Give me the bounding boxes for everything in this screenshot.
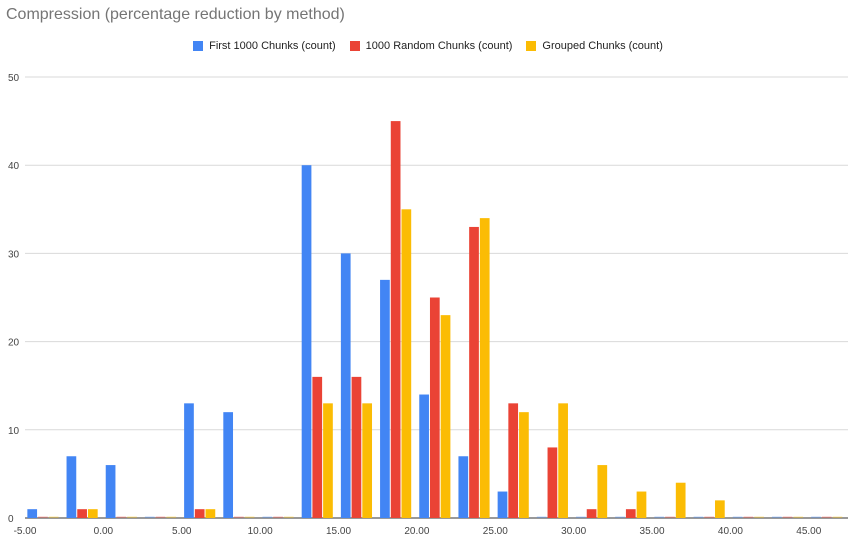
x-tick-label: 5.00 <box>172 526 192 537</box>
bar <box>144 516 155 518</box>
bar <box>205 509 216 518</box>
bar <box>743 516 754 518</box>
bar <box>547 447 558 518</box>
y-tick-label: 20 <box>8 338 20 349</box>
legend[interactable]: First 1000 Chunks (count) 1000 Random Ch… <box>0 40 856 52</box>
chart-title: Compression (percentage reduction by met… <box>6 6 345 23</box>
bar <box>262 516 273 518</box>
bar <box>519 412 529 518</box>
bar <box>558 403 568 518</box>
bar <box>244 516 255 518</box>
bar <box>38 516 48 518</box>
bar <box>234 516 244 518</box>
bar <box>771 516 782 518</box>
bar <box>166 516 177 518</box>
bar <box>223 412 234 518</box>
bar <box>693 516 704 518</box>
bar <box>576 516 586 518</box>
bar <box>401 209 412 519</box>
bar <box>283 516 294 518</box>
bar <box>340 253 351 518</box>
bar <box>155 516 166 518</box>
x-tick-label: -5.00 <box>14 526 37 537</box>
bar <box>105 465 116 518</box>
bar <box>351 376 362 518</box>
bar <box>380 279 390 518</box>
bar <box>87 509 98 518</box>
x-tick-label: 45.00 <box>796 526 821 537</box>
bar <box>323 403 333 518</box>
bar <box>754 516 764 518</box>
y-tick-label: 10 <box>8 426 20 437</box>
bar <box>625 509 636 518</box>
bar <box>362 403 373 518</box>
bar <box>586 509 597 518</box>
bar <box>419 394 429 518</box>
bar <box>782 516 793 518</box>
bar <box>116 516 127 518</box>
bar <box>458 456 469 518</box>
y-tick-label: 0 <box>8 514 14 525</box>
bar <box>390 121 401 518</box>
bar <box>715 500 725 518</box>
bar <box>429 297 440 518</box>
y-tick-label: 50 <box>8 73 20 84</box>
bar <box>615 516 625 518</box>
bar <box>66 456 77 518</box>
legend-item-first-1000[interactable]: First 1000 Chunks (count) <box>193 40 336 52</box>
bar <box>440 315 451 518</box>
legend-label: Grouped Chunks (count) <box>542 40 663 52</box>
legend-swatch-blue <box>193 41 204 51</box>
bar <box>536 516 547 518</box>
legend-label: First 1000 Chunks (count) <box>209 40 336 52</box>
bar <box>675 482 686 518</box>
bar <box>301 165 312 518</box>
bar <box>77 509 87 518</box>
legend-item-grouped[interactable]: Grouped Chunks (count) <box>526 40 663 52</box>
bar <box>597 465 608 518</box>
bar <box>821 516 832 518</box>
legend-swatch-yellow <box>526 41 537 51</box>
legend-item-random-1000[interactable]: 1000 Random Chunks (count) <box>349 40 513 52</box>
bar <box>654 516 665 518</box>
bar <box>832 516 843 518</box>
x-tick-label: 35.00 <box>640 526 665 537</box>
bar <box>665 516 675 518</box>
bar <box>636 491 647 518</box>
x-tick-label: 0.00 <box>94 526 114 537</box>
bar <box>194 509 205 518</box>
bar <box>127 516 137 518</box>
y-tick-label: 30 <box>8 249 20 260</box>
bar <box>312 376 323 518</box>
legend-swatch-red <box>349 41 360 51</box>
x-tick-label: 40.00 <box>718 526 743 537</box>
bar <box>27 509 38 518</box>
x-tick-label: 15.00 <box>326 526 351 537</box>
x-tick-label: 30.00 <box>561 526 586 537</box>
bar <box>184 403 194 518</box>
legend-label: 1000 Random Chunks (count) <box>365 40 513 52</box>
x-tick-label: 20.00 <box>404 526 429 537</box>
bar <box>273 516 283 518</box>
bar <box>469 226 479 518</box>
bar <box>811 516 821 518</box>
x-tick-label: 10.00 <box>248 526 273 537</box>
bar <box>479 218 490 518</box>
x-tick-label: 25.00 <box>483 526 508 537</box>
bar <box>48 516 59 518</box>
bar <box>497 491 508 518</box>
bar <box>793 516 804 518</box>
bar <box>732 516 743 518</box>
y-tick-label: 40 <box>8 161 20 172</box>
bar <box>508 403 519 518</box>
bar <box>704 516 715 518</box>
